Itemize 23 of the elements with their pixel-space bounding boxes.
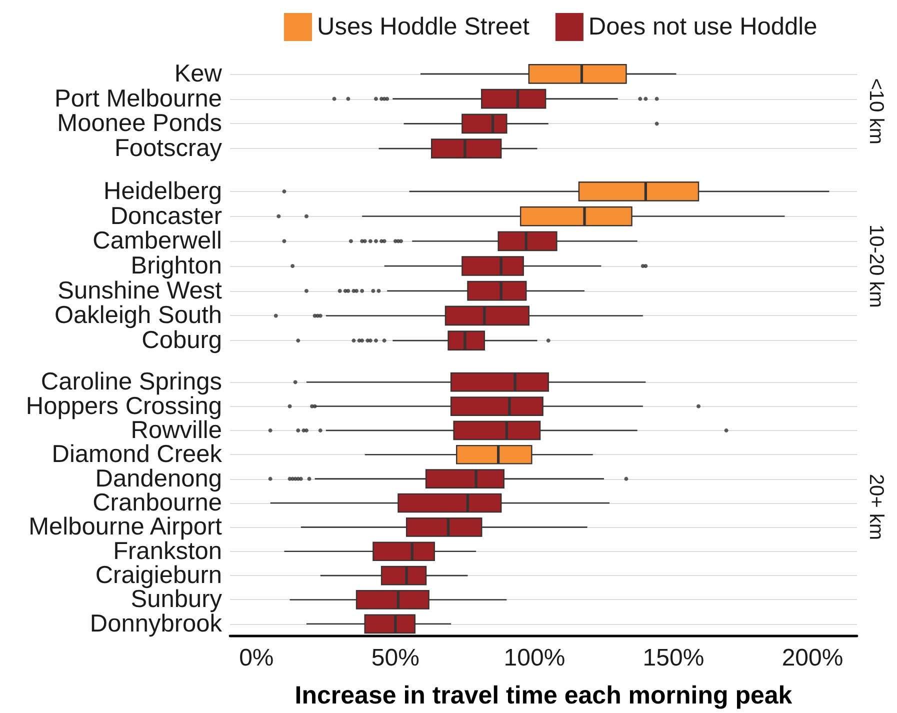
y-tick-label: Camberwell (92, 227, 222, 254)
text: <10 km (865, 78, 887, 144)
text: 20+ km (865, 474, 887, 540)
y-tick-label: Footscray (114, 135, 223, 162)
legend-label: Does not use Hoddle (588, 14, 818, 40)
y-tick-label: Melbourne Airport (28, 514, 222, 542)
y-tick-label: Moonee Ponds (57, 110, 222, 138)
y-tick-label: Port Melbourne (54, 85, 222, 112)
y-tick-label: Brighton (130, 252, 222, 280)
x-tick-label: 100% (504, 644, 566, 672)
y-tick-label: Heidelberg (104, 178, 222, 205)
legend-label: Uses Hoddle Street (317, 14, 530, 40)
text: 10-20 km (865, 224, 887, 308)
x-tick-label: 150% (642, 644, 704, 672)
y-tick-label: Kew (174, 60, 222, 88)
x-axis-title: Increase in travel time each morning peak (294, 682, 792, 710)
y-tick-label: Caroline Springs (40, 368, 222, 396)
y-tick-label: Coburg (142, 326, 222, 354)
x-tick-label: 50% (371, 644, 420, 672)
y-tick-label: Oakleigh South (54, 302, 222, 329)
x-tick-label: 200% (782, 644, 844, 672)
y-tick-label: Craigieburn (95, 562, 222, 590)
x-tick-label: 0% (239, 644, 274, 672)
